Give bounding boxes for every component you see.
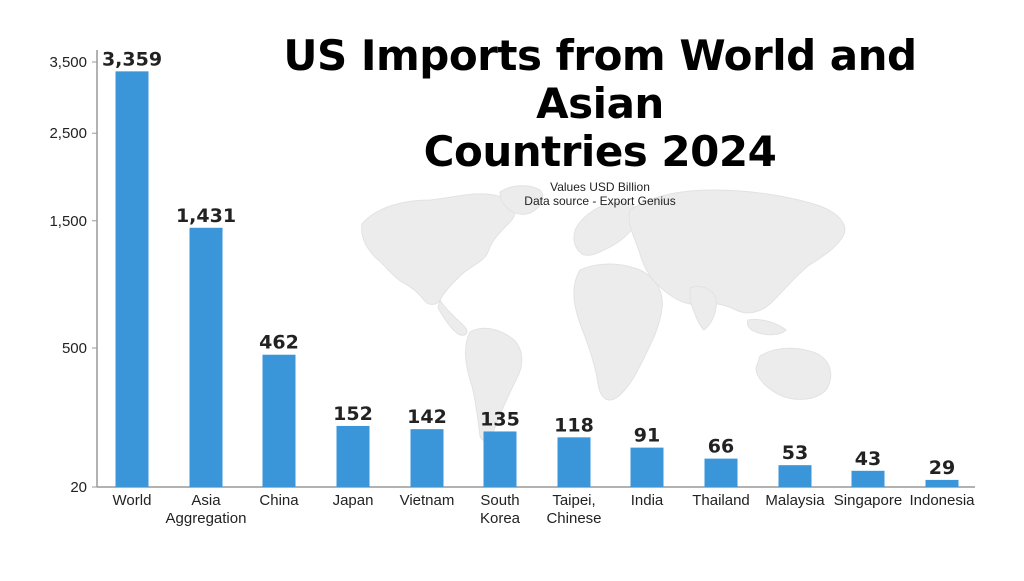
value-label: 462 [259,332,299,354]
value-label: 91 [634,425,660,447]
bars [115,71,959,487]
y-tick-label: 20 [70,479,87,496]
bar [262,354,296,487]
y-tick-label: 500 [62,340,87,357]
bar [410,429,444,487]
bar [189,227,223,487]
y-ticks: 20 500 1,500 2,500 3,500 [49,54,97,496]
value-label: 118 [554,414,594,436]
bar [851,470,885,487]
value-label: 1,431 [176,205,236,227]
category-label: Indonesia [909,492,975,509]
value-label: 29 [929,457,955,479]
bar [704,458,738,487]
category-label: China [259,492,299,509]
category-label: Japan [333,492,374,509]
value-label: 152 [333,403,373,425]
chart-title-line-2: Countries 2024 [423,127,777,176]
bar [925,479,959,487]
value-label: 142 [407,406,447,428]
bar [336,425,370,487]
bar [557,437,591,487]
category-label: Malaysia [765,492,825,509]
world-map-background [361,185,846,441]
bar [483,431,517,487]
category-label: Aggregation [166,510,247,527]
category-label: World [113,492,152,509]
category-label: Asia [191,492,221,509]
category-label: Vietnam [400,492,455,509]
category-label: South [480,492,519,509]
value-label: 66 [708,436,734,458]
value-label: 135 [480,408,520,430]
value-label: 53 [782,442,808,464]
bar [115,71,149,487]
value-labels: 3,359 1,431 462 152 142 135 118 91 66 53 43 29 [102,48,955,479]
chart-subtitle-units: Values USD Billion [550,180,650,194]
chart-title-line-1: US Imports from World and Asian [283,31,917,128]
category-label: Singapore [834,492,902,509]
value-label: 43 [855,448,881,470]
category-label: Taipei, [552,492,595,509]
chart-subtitle-source: Data source - Export Genius [524,194,676,208]
y-tick-label: 1,500 [49,213,87,230]
value-label: 3,359 [102,48,162,70]
axes [96,50,975,488]
y-tick-label: 2,500 [49,125,87,142]
bar [778,465,812,487]
category-label: India [631,492,664,509]
category-label: Chinese [546,510,601,527]
title-block: US Imports from World and Asian Countrie… [225,31,975,209]
bar [630,447,664,487]
y-tick-label: 3,500 [49,54,87,71]
category-label: Thailand [692,492,750,509]
category-label: Korea [480,510,521,527]
